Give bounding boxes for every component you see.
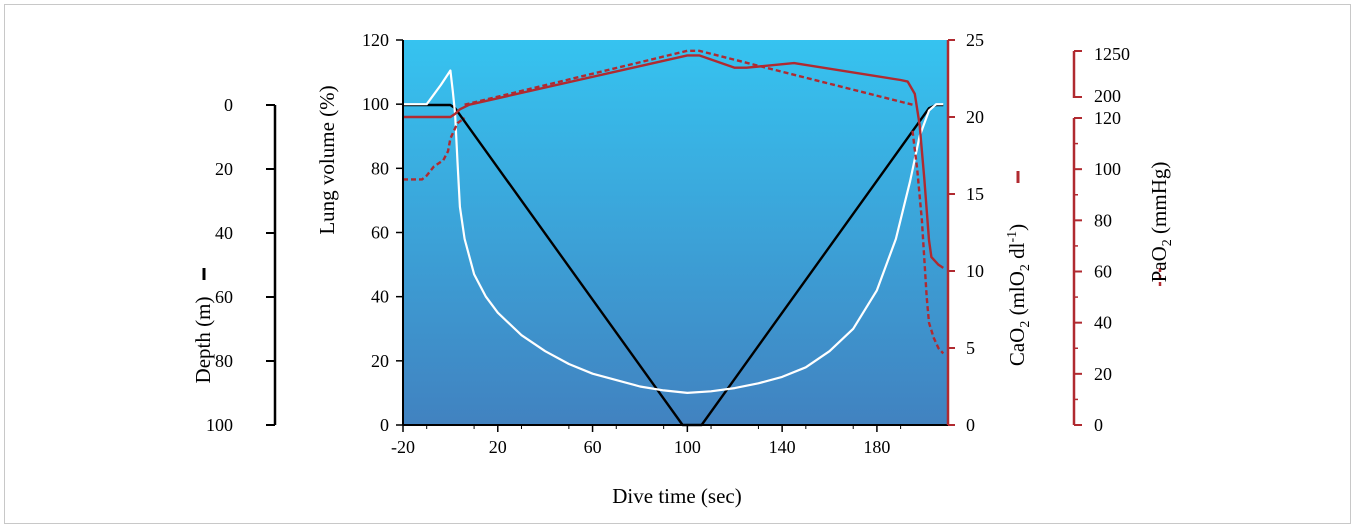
pao2-tick-label: 0: [1094, 415, 1103, 435]
depth-tick-label: 20: [215, 159, 233, 179]
lung-volume-tick-label: 0: [380, 415, 389, 435]
pao2-tick-label: 120: [1094, 108, 1121, 128]
lung-volume-tick-label: 60: [371, 223, 389, 243]
lung-volume-tick-label: 100: [362, 94, 389, 114]
lung-volume-tick-label: 20: [371, 351, 389, 371]
x-axis-label: Dive time (sec): [612, 484, 741, 508]
x-tick-label: 140: [769, 437, 796, 457]
series-pao2-end: [911, 130, 945, 355]
cao2-tick-label: 0: [966, 415, 975, 435]
series-lung-volume: [403, 69, 944, 394]
lung-volume-tick-label: 120: [362, 30, 389, 50]
cao2-label-sub2: 2: [1018, 264, 1033, 271]
x-tick-label: 100: [674, 437, 701, 457]
x-tick-label: 180: [863, 437, 890, 457]
x-tick-label: 20: [489, 437, 507, 457]
pao2-tick-label: 40: [1094, 313, 1112, 333]
cao2-label-rest: (mlO: [1005, 271, 1029, 321]
pao2-break-tick-label: 1250: [1094, 44, 1130, 64]
series-pao2-top: [464, 49, 913, 106]
pao2-tick-label: 20: [1094, 364, 1112, 384]
cao2-label-end: ): [1005, 224, 1029, 231]
cao2-tick-label: 15: [966, 184, 984, 204]
cao2-label-sub: 2: [1018, 321, 1033, 328]
cao2-tick-label: 20: [966, 107, 984, 127]
depth-axis-label-text: Depth (m): [191, 297, 215, 384]
pao2-break-tick-label: 200: [1094, 86, 1121, 106]
pao2-label-main: PaO: [1147, 246, 1171, 282]
pao2-axis-label: PaO2 (mmHg): [1147, 162, 1175, 286]
depth-tick-label: 60: [215, 287, 233, 307]
depth-axis-label: Depth (m): [191, 268, 215, 383]
x-tick-label: 60: [584, 437, 602, 457]
pao2-tick-label: 60: [1094, 262, 1112, 282]
lung-volume-tick-label: 40: [371, 287, 389, 307]
series-cao2: [403, 54, 944, 269]
plot-area: [403, 40, 948, 425]
pao2-tick-label: 100: [1094, 159, 1121, 179]
lung-volume-axis-label: Lung volume (%): [315, 85, 339, 234]
pao2-label-sub: 2: [1160, 239, 1175, 246]
cao2-label-sup: -1: [1005, 231, 1020, 243]
series-pao2-start: [403, 117, 466, 181]
depth-tick-label: 40: [215, 223, 233, 243]
pao2-label-rest: (mmHg): [1147, 162, 1171, 240]
cao2-tick-label: 5: [966, 338, 975, 358]
cao2-axis-label-text: CaO2 (mlO2 dl-1): [1005, 224, 1033, 366]
lung-volume-tick-label: 80: [371, 158, 389, 178]
depth-tick-label: 0: [224, 95, 233, 115]
cao2-label-rest2: dl: [1005, 242, 1029, 264]
depth-tick-label: 80: [215, 351, 233, 371]
cao2-tick-label: 25: [966, 30, 984, 50]
depth-tick-label: 100: [206, 415, 233, 435]
chart: -20 20 60 100 140 180020406080100120020406080…: [191, 30, 1175, 508]
pao2-axis-label-text: PaO2 (mmHg): [1147, 162, 1175, 283]
ticks-layer: -20 20 60 100 140 180020406080100120020406080…: [206, 30, 1130, 457]
cao2-axis-label: CaO2 (mlO2 dl-1): [1005, 171, 1033, 366]
cao2-label-main: CaO: [1005, 328, 1029, 367]
pao2-tick-label: 80: [1094, 210, 1112, 230]
cao2-tick-label: 10: [966, 261, 984, 281]
x-tick-label: -20: [391, 437, 415, 457]
